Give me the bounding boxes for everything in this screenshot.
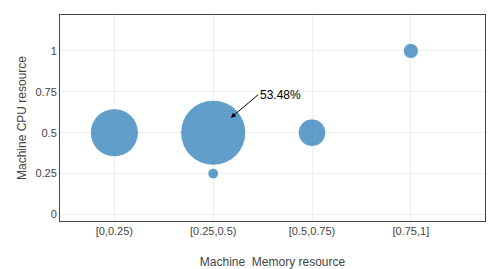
svg-text:[0,0.25): [0,0.25) (96, 225, 133, 237)
svg-text:Machine Memory resource: Machine Memory resource (200, 255, 346, 269)
svg-text:1: 1 (51, 45, 57, 57)
svg-text:Machine CPU resource: Machine CPU resource (15, 56, 29, 180)
svg-text:[0.75,1]: [0.75,1] (393, 225, 430, 237)
svg-text:0.5: 0.5 (42, 127, 57, 139)
svg-text:53.48%: 53.48% (260, 88, 301, 102)
svg-text:[0.25,0.5): [0.25,0.5) (190, 225, 236, 237)
svg-text:0: 0 (51, 208, 57, 220)
svg-text:0.75: 0.75 (35, 86, 56, 98)
svg-text:0.25: 0.25 (35, 167, 56, 179)
svg-text:[0.5,0.75): [0.5,0.75) (289, 225, 335, 237)
